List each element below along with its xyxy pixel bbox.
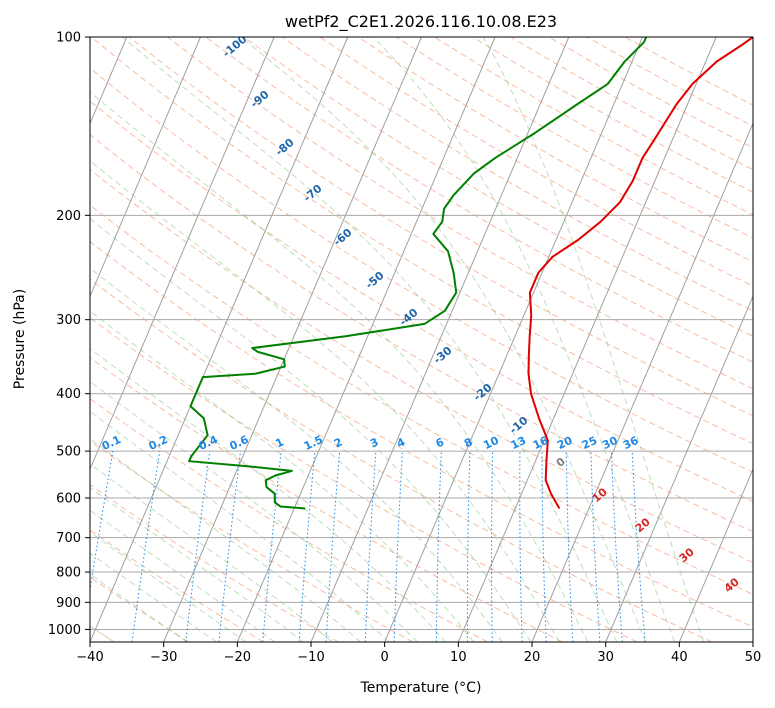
dry-adiabat-line [90,100,753,503]
dry-adiabat-line [90,317,638,642]
dry-adiabat-line [90,134,753,533]
moist-adiabat-line [90,463,333,642]
mixing-ratio-line [218,451,242,642]
isotherm-line [90,37,275,471]
x-tick-label: 10 [450,650,467,665]
x-tick-label: 30 [597,650,614,665]
x-tick-label: −30 [150,650,177,665]
moist-adiabat-line [90,552,217,642]
mixing-ratio-label: 13 [509,434,528,452]
mixing-ratio-label: 36 [621,434,641,452]
mixing-ratio-label: 25 [580,434,599,452]
y-tick-label: 1000 [48,623,81,638]
chart-title: wetPf2_C2E1.2026.116.10.08.E23 [285,12,557,32]
mixing-ratio-label: 20 [555,434,575,452]
isotherm-line [457,37,717,642]
moist-adiabat-line [90,438,361,642]
mixing-ratio-line [298,451,316,642]
moist-adiabat-line [90,160,560,642]
moist-adiabat-line [90,267,503,642]
y-axis-label: Pressure (hPa) [12,289,28,389]
profile-line [527,37,753,510]
dry-adiabat-line [90,356,563,642]
isotherm-line [605,295,753,642]
x-tick-label: −10 [297,650,324,665]
moist-adiabat-line [90,531,246,642]
dry-adiabat-line [90,484,339,642]
x-axis: −40 −30 −20 −10 0 10 20 30 40 50 [76,642,761,665]
dry-adiabat-line [90,529,264,642]
mixing-ratio-label: 10 [481,434,501,452]
dry-adiabat-line [90,278,712,642]
y-tick-label: 500 [56,445,81,460]
dry-adiabat-line [90,204,753,595]
y-tick-label: 800 [56,566,81,581]
isotherm-line [236,37,496,642]
moist-adiabat-line [121,37,618,642]
isotherm-line [384,37,643,642]
isotherm-line [90,37,201,298]
mixing-ratio-line [90,451,114,593]
x-tick-label: 40 [671,650,688,665]
dry-adiabat-line [90,397,488,642]
mixing-ratio-line [185,451,211,642]
x-tick-label: −40 [76,650,103,665]
isotherm-line [90,37,349,642]
profile-line [188,37,648,510]
moist-adiabat-line [372,37,676,642]
moist-adiabat-line [90,310,475,642]
mixing-ratio-label: 16 [531,434,551,452]
y-tick-label: 200 [56,209,81,224]
moist-adiabat-line [90,381,418,642]
moist-adiabat-line [90,410,390,642]
profile-series [188,37,753,510]
y-tick-label: 600 [56,492,81,507]
mixing-ratio-line [262,451,282,642]
isotherm-line [678,467,753,642]
moist-adiabat-line [90,509,275,642]
dry-adiabat-line [90,168,753,564]
isotherm-line [163,37,422,642]
isotherm-line [531,122,753,642]
mixing-ratio-label: 30 [600,434,620,452]
moist-adiabat-line [90,487,304,642]
plot-frame [89,36,754,643]
y-tick-label: 700 [56,531,81,546]
moist-adiabat-line [90,573,188,642]
dry-adiabat-line [90,241,753,628]
y-axis: 1000 900 800 700 600 500 400 300 200 100 [48,31,90,638]
mixing-ratio-line [131,451,161,642]
moist-adiabat-line [482,37,705,642]
x-tick-label: 20 [524,650,541,665]
dry-adiabat-line [243,37,753,337]
dry-adiabat-line [90,37,753,445]
background-reference-lines [90,37,753,642]
dry-adiabat-line [281,37,753,312]
y-tick-label: 400 [56,387,81,402]
moist-adiabat-line [240,37,647,642]
x-axis-label: Temperature (°C) [360,680,482,696]
y-tick-label: 300 [56,313,81,328]
x-tick-label: 50 [745,650,762,665]
x-tick-label: 0 [381,650,389,665]
y-tick-label: 900 [56,596,81,611]
y-tick-label: 100 [56,31,81,46]
x-tick-label: −20 [224,650,251,665]
dry-adiabat-line [129,37,753,417]
